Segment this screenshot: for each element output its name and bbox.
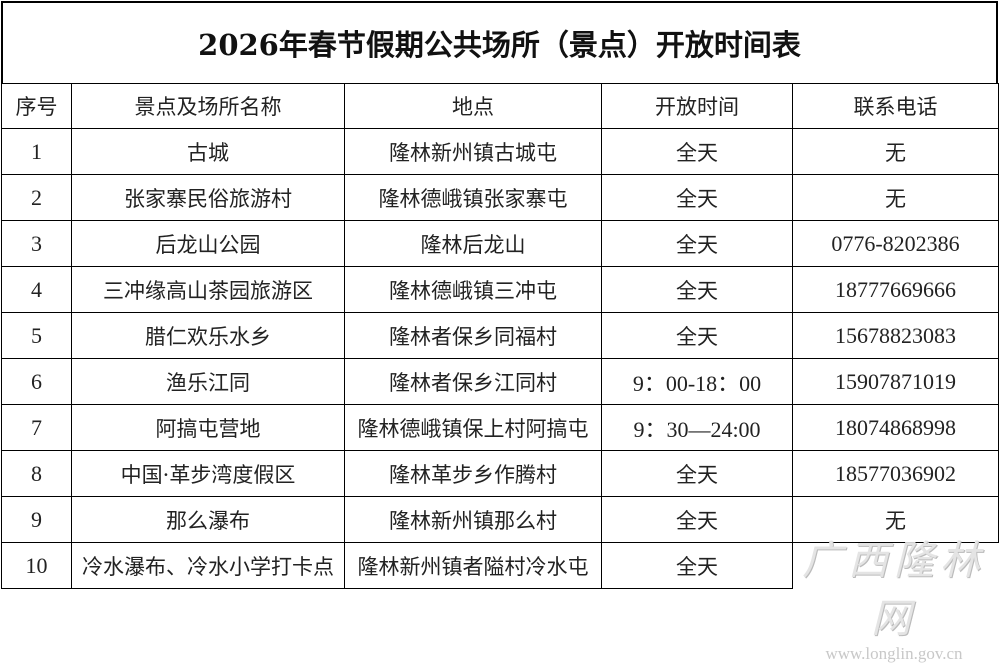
cell-name: 那么瀑布 bbox=[71, 496, 345, 543]
cell-phone: 无 bbox=[792, 174, 999, 221]
cell-index: 7 bbox=[1, 404, 72, 451]
cell-phone: 无 bbox=[792, 128, 999, 175]
header-location: 地点 bbox=[344, 83, 602, 129]
cell-name: 阿搞屯营地 bbox=[71, 404, 345, 451]
table-header-row: 序号 景点及场所名称 地点 开放时间 联系电话 bbox=[1, 83, 999, 129]
cell-index: 3 bbox=[1, 220, 72, 267]
cell-name: 中国·革步湾度假区 bbox=[71, 450, 345, 497]
table-row: 2 张家寨民俗旅游村 隆林德峨镇张家寨屯 全天无 bbox=[1, 174, 999, 221]
cell-phone: 15678823083 bbox=[792, 312, 999, 359]
cell-location: 隆林革步乡作腾村 bbox=[344, 450, 602, 497]
cell-location: 隆林新州镇那么村 bbox=[344, 496, 602, 543]
cell-location: 隆林者保乡江同村 bbox=[344, 358, 602, 405]
cell-hours: 9：00-18：00 bbox=[601, 358, 793, 405]
cell-index: 1 bbox=[1, 128, 72, 175]
cell-phone: 18074868998 bbox=[792, 404, 999, 451]
table-row: 10 冷水瀑布、冷水小学打卡点 隆林新州镇者隘村冷水屯 全天 bbox=[1, 542, 999, 589]
cell-location: 隆林新州镇古城屯 bbox=[344, 128, 602, 175]
cell-phone: 18577036902 bbox=[792, 450, 999, 497]
cell-name: 冷水瀑布、冷水小学打卡点 bbox=[71, 542, 345, 589]
cell-phone bbox=[793, 543, 999, 589]
cell-index: 8 bbox=[1, 450, 72, 497]
table-row: 6 渔乐江同 隆林者保乡江同村 9：00-18：00 15907871019 bbox=[1, 358, 999, 405]
cell-hours: 9：30—24:00 bbox=[601, 404, 793, 451]
cell-index: 9 bbox=[1, 496, 72, 543]
cell-hours: 全天 bbox=[601, 128, 793, 175]
cell-location: 隆林者保乡同福村 bbox=[344, 312, 602, 359]
table-row: 8 中国·革步湾度假区 隆林革步乡作腾村 全天 18577036902 bbox=[1, 450, 999, 497]
table-row: 9 那么瀑布 隆林新州镇那么村 全天无 bbox=[1, 496, 999, 543]
header-hours: 开放时间 bbox=[601, 83, 793, 129]
cell-phone: 15907871019 bbox=[792, 358, 999, 405]
cell-location: 隆林德峨镇保上村阿搞屯 bbox=[344, 404, 602, 451]
cell-name: 腊仁欢乐水乡 bbox=[71, 312, 345, 359]
cell-phone: 0776-8202386 bbox=[792, 220, 999, 267]
cell-index: 6 bbox=[1, 358, 72, 405]
cell-name: 渔乐江同 bbox=[71, 358, 345, 405]
cell-hours: 全天 bbox=[601, 542, 793, 589]
cell-name: 三冲缘高山茶园旅游区 bbox=[71, 266, 345, 313]
table-row: 7 阿搞屯营地 隆林德峨镇保上村阿搞屯 9：30—24:00 18074868998 bbox=[1, 404, 999, 451]
cell-location: 隆林后龙山 bbox=[344, 220, 602, 267]
cell-hours: 全天 bbox=[601, 496, 793, 543]
cell-location: 隆林德峨镇张家寨屯 bbox=[344, 174, 602, 221]
header-name: 景点及场所名称 bbox=[71, 83, 345, 129]
cell-name: 古城 bbox=[71, 128, 345, 175]
cell-index: 2 bbox=[1, 174, 72, 221]
cell-index: 4 bbox=[1, 266, 72, 313]
table-row: 1 古城 隆林新州镇古城屯 全天无 bbox=[1, 128, 999, 175]
table-row: 4 三冲缘高山茶园旅游区 隆林德峨镇三冲屯 全天 18777669666 bbox=[1, 266, 999, 313]
watermark-url: www.longlin.gov.cn bbox=[825, 644, 963, 663]
cell-location: 隆林德峨镇三冲屯 bbox=[344, 266, 602, 313]
cell-hours: 全天 bbox=[601, 266, 793, 313]
table-row: 3 后龙山公园 隆林后龙山 全天 0776-8202386 bbox=[1, 220, 999, 267]
cell-hours: 全天 bbox=[601, 220, 793, 267]
cell-hours: 全天 bbox=[601, 312, 793, 359]
page-title: 2026年春节假期公共场所（景点）开放时间表 bbox=[1, 1, 998, 83]
cell-index: 5 bbox=[1, 312, 72, 359]
cell-location: 隆林新州镇者隘村冷水屯 bbox=[344, 542, 602, 589]
header-index: 序号 bbox=[1, 83, 72, 129]
schedule-table: 序号 景点及场所名称 地点 开放时间 联系电话 1 古城 隆林新州镇古城屯 全天无 2 张… bbox=[1, 83, 999, 589]
cell-phone: 18777669666 bbox=[792, 266, 999, 313]
cell-name: 后龙山公园 bbox=[71, 220, 345, 267]
cell-hours: 全天 bbox=[601, 450, 793, 497]
cell-hours: 全天 bbox=[601, 174, 793, 221]
cell-index: 10 bbox=[1, 542, 72, 589]
header-phone: 联系电话 bbox=[792, 83, 999, 129]
table-row: 5 腊仁欢乐水乡 隆林者保乡同福村 全天 15678823083 bbox=[1, 312, 999, 359]
cell-name: 张家寨民俗旅游村 bbox=[71, 174, 345, 221]
cell-phone: 无 bbox=[792, 496, 999, 543]
